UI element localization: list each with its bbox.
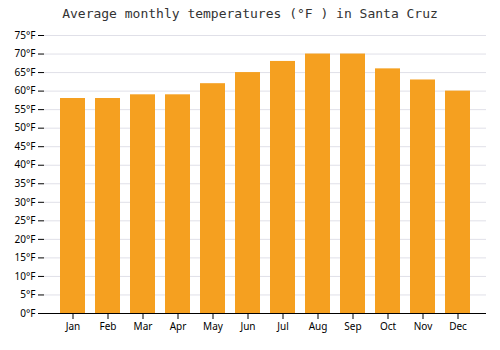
svg-text:30°F: 30°F (15, 195, 36, 209)
svg-text:25°F: 25°F (15, 213, 36, 227)
svg-text:0°F: 0°F (20, 306, 35, 320)
svg-text:70°F: 70°F (15, 46, 36, 60)
svg-text:Jul: Jul (276, 319, 289, 333)
svg-text:Sep: Sep (344, 319, 361, 333)
svg-text:Nov: Nov (414, 319, 433, 333)
svg-text:50°F: 50°F (15, 120, 36, 134)
svg-text:Feb: Feb (100, 319, 117, 333)
svg-text:55°F: 55°F (15, 102, 36, 116)
svg-text:75°F: 75°F (15, 28, 36, 42)
svg-text:60°F: 60°F (15, 83, 36, 97)
svg-text:40°F: 40°F (15, 157, 36, 171)
svg-text:65°F: 65°F (15, 65, 36, 79)
svg-text:Apr: Apr (170, 319, 187, 333)
svg-text:Dec: Dec (449, 319, 467, 333)
svg-text:Jun: Jun (239, 319, 255, 333)
svg-text:Mar: Mar (134, 319, 153, 333)
svg-text:May: May (203, 319, 224, 333)
svg-text:5°F: 5°F (20, 287, 35, 301)
svg-text:20°F: 20°F (15, 232, 36, 246)
html-text:Average monthly temperatures (: Average monthly temperatures (°F ) in Sa… (62, 6, 438, 21)
svg-text:15°F: 15°F (15, 250, 36, 264)
svg-text:Jan: Jan (65, 319, 81, 333)
svg-text:45°F: 45°F (15, 139, 36, 153)
svg-text:Oct: Oct (380, 319, 397, 333)
svg-text:35°F: 35°F (15, 176, 36, 190)
svg-text:Aug: Aug (309, 319, 328, 333)
svg-text:10°F: 10°F (15, 269, 36, 283)
